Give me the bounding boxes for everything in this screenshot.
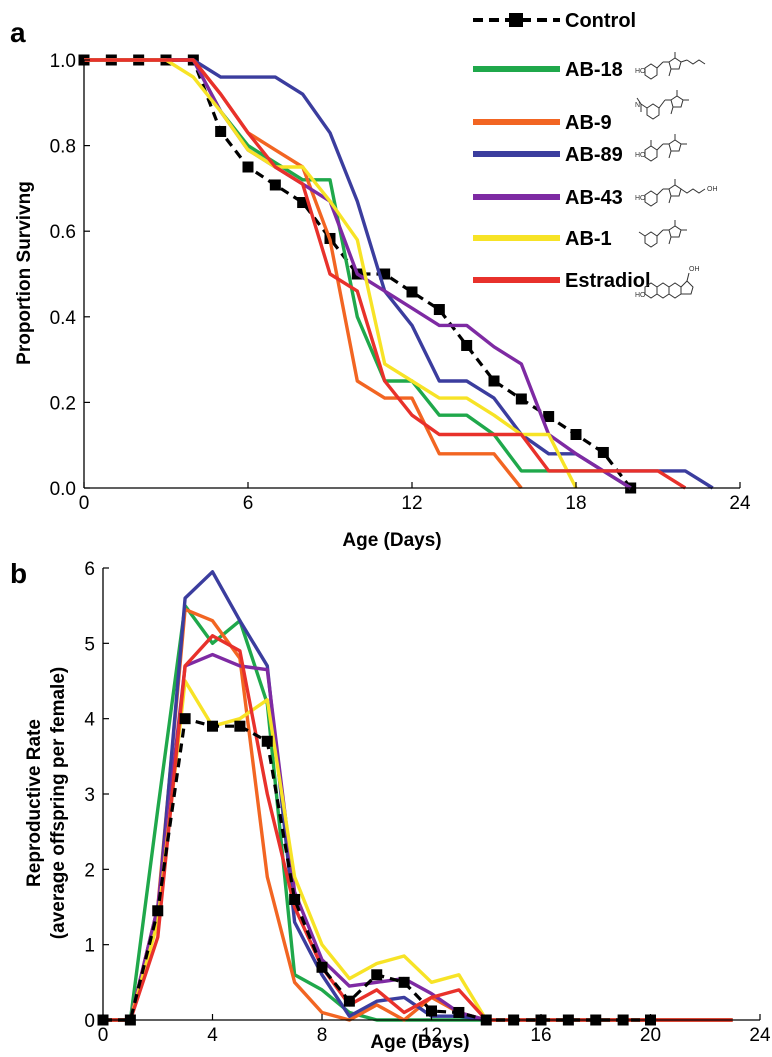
survival-marker-control [242, 161, 254, 173]
reproduction-line-ab-43 [103, 652, 733, 1022]
survival-y-axis-label: Proportion Survivng [14, 181, 35, 365]
reproduction-x-tick-label: 20 [640, 1025, 661, 1046]
survival-series-layer [78, 54, 714, 494]
reproduction-line-ab-9 [103, 607, 733, 1022]
survival-y-tick-label: 1.0 [50, 51, 76, 72]
ab89-structure-icon: HO [635, 134, 687, 162]
survival-marker-control [215, 125, 227, 137]
reproduction-series-layer [97, 570, 733, 1026]
legend-marker-control [509, 13, 523, 27]
survival-y-tick-label: 0.8 [50, 137, 76, 158]
survival-x-tick-label: 0 [79, 493, 90, 514]
survival-y-tick-label: 0.4 [50, 308, 77, 329]
legend-label-ab-18: AB-18 [565, 59, 623, 81]
reproduction-marker-control [453, 1006, 465, 1018]
panel-b-label: b [10, 558, 27, 589]
survival-marker-control [433, 304, 445, 316]
reproduction-line-ab-1 [103, 679, 733, 1022]
reproduction-x-tick-label: 4 [207, 1025, 218, 1046]
reproduction-line-estradiol [103, 634, 733, 1022]
survival-marker-control [297, 197, 309, 209]
svg-text:HO: HO [635, 195, 646, 202]
survival-x-tick-label: 24 [729, 493, 751, 514]
panel-a-label: a [10, 17, 26, 48]
reproduction-marker-control [426, 1005, 437, 1017]
legend-label-ab-1: AB-1 [565, 228, 612, 250]
legend-label-control: Control [565, 10, 636, 32]
reproduction-y-tick-label: 3 [84, 785, 95, 806]
reproduction-marker-control [234, 720, 246, 732]
survival-x-tick-label: 18 [565, 493, 586, 514]
reproduction-y-tick-label: 6 [84, 559, 95, 580]
reproduction-marker-control [179, 713, 191, 725]
survival-marker-control [269, 179, 281, 191]
svg-text:OH: OH [707, 186, 718, 193]
ab1-structure-icon [638, 220, 687, 248]
survival-y-tick-label: 0.0 [50, 479, 76, 500]
reproduction-marker-control [207, 720, 218, 732]
ab9-structure-icon: N [635, 90, 689, 120]
reproduction-y-axis-label: Reproductive Rate [24, 719, 45, 887]
survival-marker-control [597, 446, 609, 458]
legend: ControlAB-18AB-9AB-89AB-43AB-1Estradiol … [473, 10, 718, 299]
reproduction-marker-control [371, 969, 383, 981]
survival-x-axis-label: Age (Days) [342, 530, 441, 551]
svg-text:OH: OH [689, 266, 700, 273]
svg-text:HO: HO [635, 152, 646, 159]
survival-marker-control [570, 429, 582, 440]
svg-text:HO: HO [635, 292, 646, 299]
reproduction-x-tick-label: 0 [98, 1025, 109, 1046]
survival-marker-control [461, 339, 473, 351]
reproduction-line-ab-89 [103, 570, 733, 1022]
reproduction-line-ab-18 [103, 604, 733, 1022]
legend-label-ab-9: AB-9 [565, 112, 612, 134]
survival-x-tick-label: 12 [401, 493, 422, 514]
survival-marker-control [488, 375, 500, 387]
reproduction-y-tick-label: 0 [84, 1011, 95, 1032]
survival-marker-control [543, 411, 555, 423]
reproduction-y-tick-label: 5 [84, 634, 95, 655]
reproduction-x-tick-label: 16 [530, 1025, 551, 1046]
survival-axes: 0 6 12 18 24 0.0 0.2 0.4 0.6 0.8 1.0 [50, 51, 751, 514]
legend-items: Control AB-18 AB-9 AB-89 AB-43 AB-1 Estradiol [473, 10, 651, 292]
ab18-structure-icon: HO [635, 52, 706, 80]
reproduction-marker-control [261, 735, 273, 747]
reproduction-marker-control [152, 905, 164, 917]
ab43-structure-icon: HO OH [635, 179, 718, 207]
legend-label-estradiol: Estradiol [565, 270, 651, 292]
legend-label-ab-43: AB-43 [565, 187, 623, 209]
survival-line-estradiol [84, 58, 687, 490]
survival-y-tick-label: 0.2 [50, 393, 76, 414]
reproduction-y-tick-label: 2 [84, 860, 95, 881]
survival-x-tick-label: 6 [243, 493, 254, 514]
reproduction-x-tick-label: 24 [749, 1025, 771, 1046]
estradiol-structure-icon: HO OH [635, 266, 700, 299]
reproduction-marker-control [316, 961, 328, 973]
reproduction-x-tick-label: 12 [421, 1025, 442, 1046]
survival-marker-control [379, 268, 391, 280]
reproduction-marker-control [343, 995, 355, 1007]
survival-line-ab-9 [84, 58, 523, 490]
svg-text:N: N [635, 102, 640, 109]
reproduction-x-tick-label: 8 [317, 1025, 328, 1046]
reproduction-x-axis-label: Age (Days) [370, 1032, 469, 1053]
survival-chart: 0 6 12 18 24 0.0 0.2 0.4 0.6 0.8 1.0 Age (Days) Pr… [14, 51, 751, 551]
reproduction-marker-control [289, 893, 301, 905]
reproduction-marker-control [398, 976, 410, 988]
legend-label-ab-89: AB-89 [565, 144, 623, 166]
reproduction-y-tick-label: 4 [84, 710, 95, 731]
survival-marker-control [406, 286, 418, 298]
svg-text:HO: HO [635, 68, 646, 75]
survival-marker-control [515, 393, 527, 405]
reproduction-y-tick-label: 1 [84, 936, 95, 957]
survival-y-tick-label: 0.6 [50, 222, 76, 243]
reproduction-y-axis-label-2: (average offspring per female) [48, 667, 69, 939]
